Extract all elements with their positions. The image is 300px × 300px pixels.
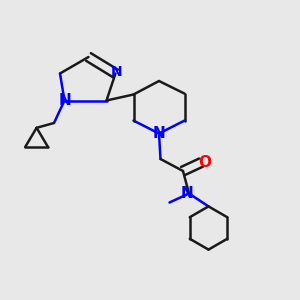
- Text: N: N: [58, 93, 71, 108]
- Text: O: O: [198, 155, 211, 170]
- Text: N: N: [153, 126, 165, 141]
- Text: N: N: [181, 186, 194, 201]
- Text: N: N: [111, 65, 123, 79]
